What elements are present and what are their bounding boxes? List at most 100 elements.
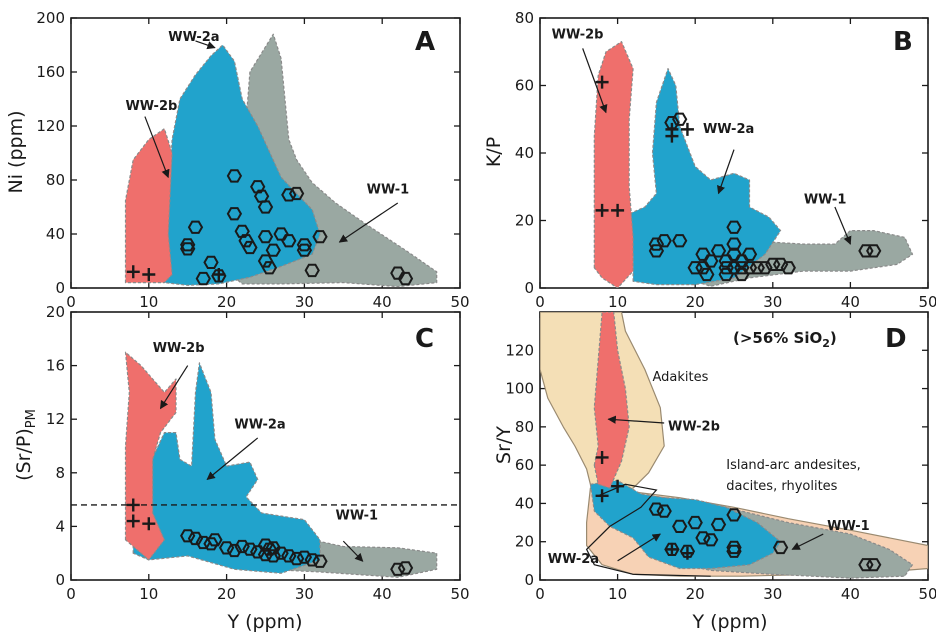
panel-b-cross-point [665, 122, 679, 136]
panel-a-hexagon-point [180, 242, 196, 256]
panel-b-hexagon-point [734, 267, 750, 282]
panel-a-hexagon-point [390, 266, 406, 280]
panel-a-hexagon-point [242, 240, 258, 255]
panel-b-xtick-label: 0 [535, 293, 545, 311]
panel-a-label-arrow [195, 40, 216, 50]
panel-d-ytick-label: 120 [505, 341, 534, 359]
panel-b-ytick-label: 80 [515, 9, 534, 27]
panel-b-plot: 0 10 20 30 40 50 0 20 40 60 80 [515, 9, 936, 311]
panel-c-xlabel: Y (ppm) [226, 611, 302, 633]
panel-c-xtick-label: 10 [139, 585, 158, 603]
panel-d-islandarc2-label: dacites, rhyolites [726, 479, 837, 494]
panel-d-ww2a-label: WW-2a [548, 552, 599, 567]
panel-c-hexagon-point [203, 537, 219, 551]
panel-c-ytick-label: 16 [46, 357, 65, 375]
panel-d-hexagon-point [866, 558, 882, 572]
panel-a-ww2a-field [163, 44, 321, 286]
panel-d-xtick-label: 10 [608, 585, 627, 603]
panel-d-trend-curve [585, 483, 711, 577]
panel-c-ww2a-field [132, 362, 321, 574]
panel-d-ww2b-label: WW-2b [668, 420, 720, 435]
panel-d-label-arrow [607, 415, 665, 424]
panel-b-hexagon-point [749, 261, 765, 275]
panel-d-ytick-label: 100 [505, 380, 534, 398]
panel-b-label-arrow [717, 149, 735, 195]
panel-c-letter: C [415, 324, 434, 354]
panel-d-hexagon-point [726, 540, 742, 555]
panel-b-hexagon-point [718, 267, 734, 282]
panel-d-xtick-label: 30 [763, 585, 782, 603]
panel-c-ytick-label: 20 [46, 303, 65, 321]
panel-b-hexagon-point [687, 261, 703, 275]
panel-d-xlabel: Y (ppm) [691, 611, 767, 633]
panel-c-cross-point [126, 498, 140, 512]
panel-d-frame [539, 311, 929, 581]
panel-a-ylabel: Ni (ppm) [5, 111, 27, 194]
panel-c-cross-point [142, 517, 156, 531]
panel-d-xtick-label: 20 [686, 585, 705, 603]
panel-d-silica-note-main: (>56% SiO [733, 329, 822, 347]
panel-d-letter: D [885, 324, 907, 354]
panel-d-cross-point [595, 489, 609, 503]
panel-b-cross-point [595, 203, 609, 217]
panel-a-ytick-label: 40 [46, 225, 65, 243]
panel-b-xtick-label: 40 [841, 293, 860, 311]
panel-c-ytick-label: 0 [55, 571, 65, 589]
panel-b-hexagon-point [734, 261, 750, 275]
panel-a-ww1-label: WW-1 [367, 183, 410, 198]
panel-d-hexagon-point [679, 544, 696, 558]
panel-a-hexagon-point [257, 230, 274, 244]
panel-a-hexagon-point [296, 238, 313, 252]
panel-a-hexagon-point [250, 180, 266, 194]
panel-b-xtick-label: 20 [686, 293, 705, 311]
panel-b-hexagon-point [726, 261, 742, 275]
panel-b-ylabel: K/P [483, 137, 505, 167]
panel-d-cross-point [595, 450, 609, 464]
panel-c-plot: 0 10 20 30 40 50 0 4 8 12 16 20 [46, 303, 470, 603]
panel-c-hexagon-point [207, 533, 223, 547]
panel-d-hexagon-point [726, 544, 742, 558]
panel-b-hexagon-point [866, 244, 882, 258]
panel-d-xtick-label: 50 [918, 585, 936, 603]
panel-c-label-arrow [206, 437, 259, 481]
panel-a-xtick-label: 50 [450, 293, 469, 311]
panel-b-xtick-label: 10 [608, 293, 627, 311]
panel-b-ytick-label: 60 [515, 77, 534, 95]
panel-a-hexagon-point [238, 234, 254, 248]
panel-d-hexagon-point [703, 533, 719, 547]
panel-d-silica-note-close: ) [830, 329, 837, 347]
panel-b-hexagon-point [695, 261, 711, 275]
panel-b-hexagon-point [699, 267, 715, 282]
panel-a-ytick-label: 0 [55, 279, 65, 297]
panel-d-cross-point [680, 546, 694, 560]
panel-a-hexagon-point [281, 234, 297, 248]
panel-a-xtick-label: 30 [295, 293, 314, 311]
panel-a-cross-point [212, 268, 226, 281]
panel-a-cross-point [126, 265, 140, 279]
panel-d-plot-area: WW-2b WW-2a WW-1 Adakites Island-arc andesit… [540, 312, 928, 579]
panel-b-label-arrow [582, 48, 608, 114]
panel-a-hexagon-point [234, 224, 250, 238]
panel-b-hexagon-point [718, 261, 734, 275]
panel-b-hexagon-point [672, 234, 688, 248]
panel-c-ytick-label: 12 [46, 410, 65, 428]
panel-a: Ni (ppm) A [5, 27, 435, 194]
panel-a-hexagon-point [296, 243, 313, 257]
panel-c-cross-point [126, 514, 140, 528]
panel-b-hexagon-point [695, 247, 711, 261]
panel-b-cross-point [595, 75, 609, 89]
panel-b-ytick-label: 0 [524, 279, 534, 297]
panel-d-ytick-label: 40 [515, 494, 534, 512]
panel-a-xtick-label: 20 [217, 293, 236, 311]
panel-a-ww2b-field [124, 128, 173, 284]
panel-d-hexagon-point [672, 519, 688, 533]
panel-b-hexagon-point [672, 112, 688, 126]
panel-a-hexagon-point [288, 186, 305, 201]
panel-c-ww2a-label: WW-2a [234, 418, 285, 433]
panel-a-hexagon-point [195, 271, 211, 286]
panel-a-cross-point [142, 268, 156, 281]
panel-d-hexagon-point [664, 542, 680, 556]
panel-d: Sr/Y Y (ppm) D (>56% SiO2) [493, 324, 907, 633]
panel-c-hexagon-point [265, 541, 281, 555]
panel-b-hexagon-point [718, 254, 734, 268]
